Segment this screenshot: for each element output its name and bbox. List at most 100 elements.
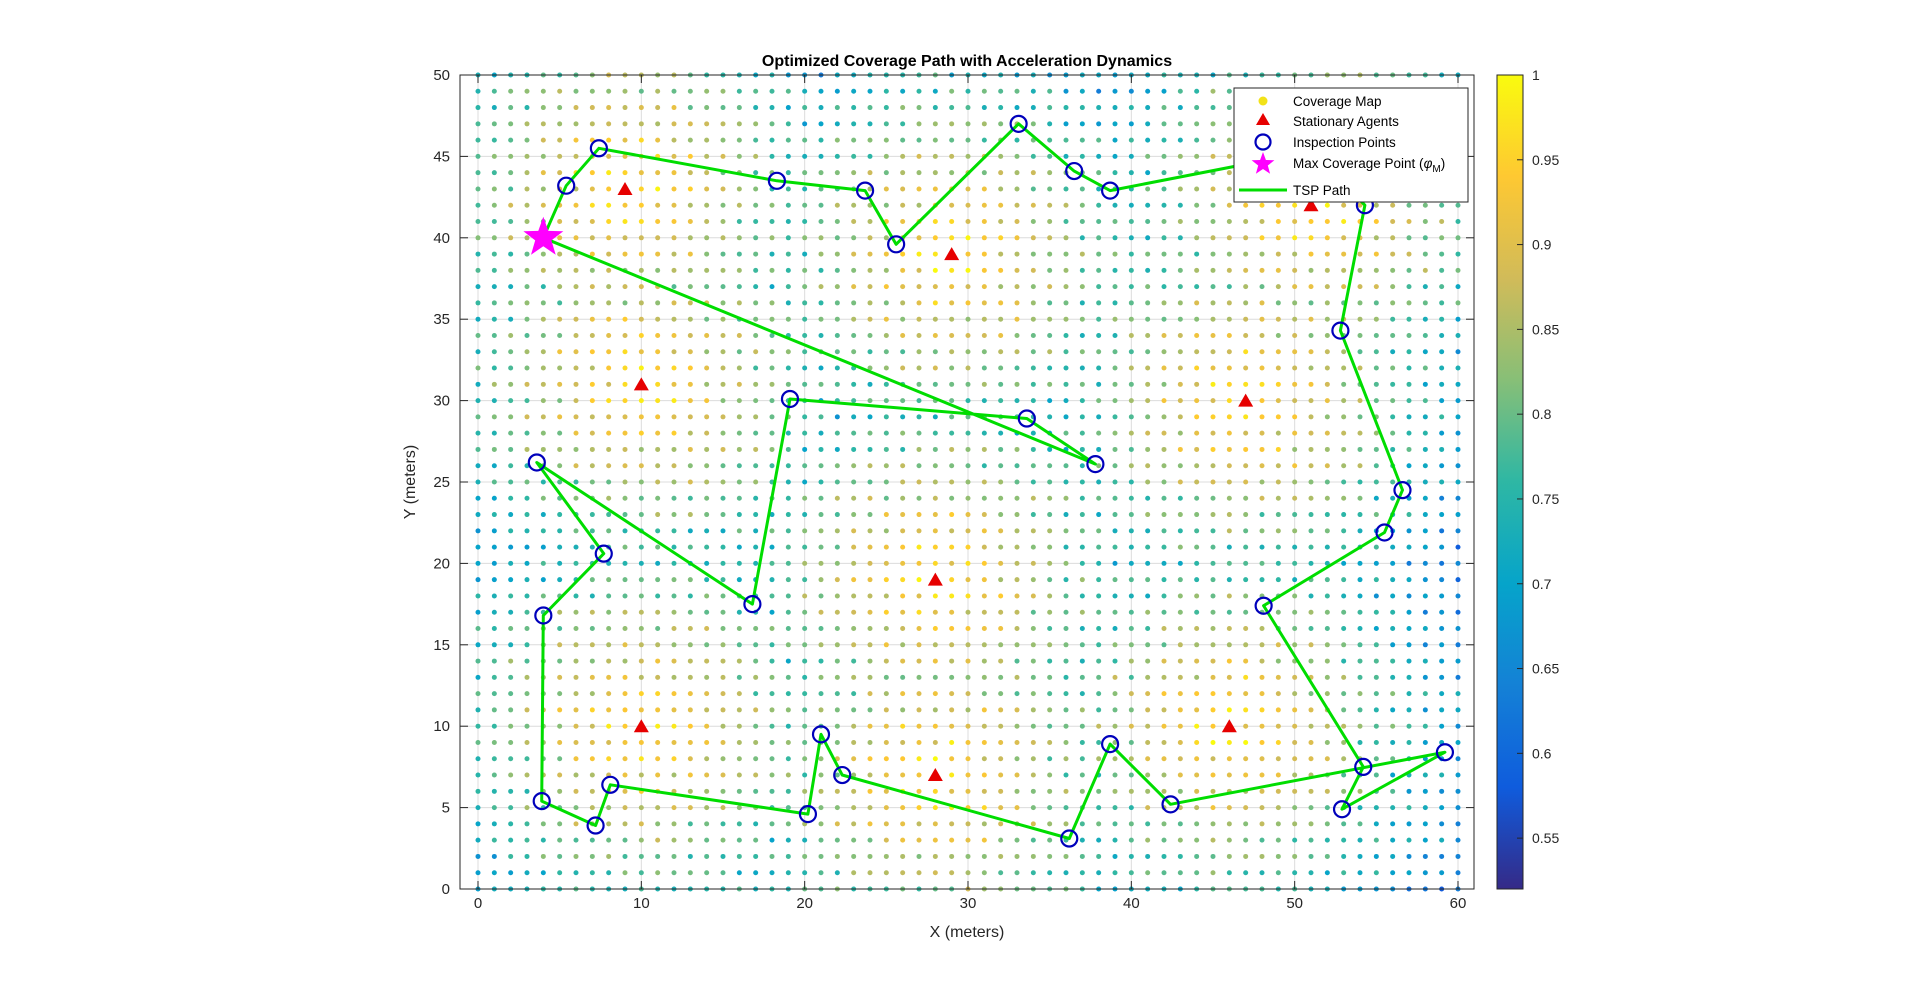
coverage-dot — [540, 577, 546, 583]
coverage-dot — [508, 560, 514, 566]
coverage-dot — [720, 137, 726, 143]
coverage-dot — [1177, 626, 1183, 632]
chart-title: Optimized Coverage Path with Acceleratio… — [762, 53, 1172, 70]
coverage-dot — [851, 756, 857, 762]
coverage-dot — [802, 446, 808, 452]
coverage-dot — [965, 414, 971, 420]
coverage-dot — [998, 756, 1004, 762]
coverage-dot — [1145, 788, 1151, 794]
coverage-dot — [1373, 332, 1379, 338]
coverage-dot — [720, 853, 726, 859]
coverage-dot — [589, 430, 595, 436]
coverage-dot — [1292, 739, 1298, 745]
coverage-dot — [785, 853, 791, 859]
coverage-dot — [1390, 349, 1396, 355]
coverage-dot — [589, 235, 595, 241]
coverage-dot — [1014, 219, 1020, 225]
coverage-dot — [704, 186, 710, 192]
coverage-dot — [1014, 609, 1020, 615]
coverage-dot — [1422, 674, 1428, 680]
coverage-dot — [1243, 430, 1249, 436]
coverage-dot — [1112, 609, 1118, 615]
coverage-dot — [687, 284, 693, 290]
coverage-dot — [834, 544, 840, 550]
coverage-dot — [1047, 121, 1053, 127]
coverage-dot — [508, 414, 514, 420]
coverage-dot — [622, 284, 628, 290]
coverage-dot — [867, 870, 873, 876]
coverage-dot — [998, 674, 1004, 680]
coverage-dot — [1275, 805, 1281, 811]
coverage-dot — [1357, 300, 1363, 306]
coverage-dot — [475, 235, 481, 241]
coverage-dot — [965, 626, 971, 632]
coverage-dot — [785, 707, 791, 713]
coverage-dot — [1341, 430, 1347, 436]
coverage-dot — [1047, 349, 1053, 355]
coverage-dot — [1047, 544, 1053, 550]
tsp-path-line — [535, 122, 1447, 840]
coverage-dot — [589, 446, 595, 452]
coverage-dot — [1128, 560, 1134, 566]
coverage-dot — [1096, 577, 1102, 583]
coverage-dot — [557, 300, 563, 306]
coverage-dot — [508, 300, 514, 306]
coverage-dot — [1145, 202, 1151, 208]
y-axis-label: Y (meters) — [402, 445, 419, 519]
coverage-dot — [932, 186, 938, 192]
coverage-dot — [720, 316, 726, 322]
coverage-dot — [606, 739, 612, 745]
coverage-dot — [1390, 381, 1396, 387]
coverage-dot — [1292, 219, 1298, 225]
coverage-dot — [687, 756, 693, 762]
coverage-dot — [720, 609, 726, 615]
coverage-dot — [524, 658, 530, 664]
legend-max-label: Max Coverage Point (φM) — [1293, 156, 1445, 175]
coverage-dot — [1030, 316, 1036, 322]
coverage-dot — [1439, 593, 1445, 599]
coverage-dot — [1439, 398, 1445, 404]
coverage-dot — [1243, 870, 1249, 876]
coverage-dot — [1406, 349, 1412, 355]
coverage-dot — [1047, 316, 1053, 322]
coverage-dot — [475, 658, 481, 664]
coverage-dot — [687, 544, 693, 550]
coverage-dot — [508, 137, 514, 143]
coverage-dot — [736, 674, 742, 680]
coverage-dot — [1063, 821, 1069, 827]
coverage-dot — [622, 756, 628, 762]
coverage-dot — [998, 121, 1004, 127]
coverage-dot — [1194, 691, 1200, 697]
coverage-dot — [1030, 446, 1036, 452]
coverage-dot — [965, 723, 971, 729]
coverage-dot — [769, 251, 775, 257]
coverage-dot — [949, 870, 955, 876]
coverage-dot — [573, 446, 579, 452]
coverage-dot — [1161, 495, 1167, 501]
coverage-dot — [802, 609, 808, 615]
coverage-dot — [1177, 316, 1183, 322]
coverage-dot — [736, 853, 742, 859]
coverage-dot — [1177, 788, 1183, 794]
coverage-dot — [1226, 577, 1232, 583]
coverage-dot — [1406, 381, 1412, 387]
coverage-dot — [1226, 105, 1232, 111]
coverage-dot — [491, 821, 497, 827]
coverage-dot — [1455, 739, 1461, 745]
coverage-dot — [720, 332, 726, 338]
coverage-dot — [1096, 219, 1102, 225]
coverage-dot — [1259, 756, 1265, 762]
coverage-dot — [720, 788, 726, 794]
coverage-dot — [1128, 642, 1134, 648]
coverage-dot — [851, 219, 857, 225]
coverage-dot — [1308, 446, 1314, 452]
coverage-dot — [655, 479, 661, 485]
coverage-dot — [671, 251, 677, 257]
coverage-dot — [932, 788, 938, 794]
coverage-dot — [1161, 349, 1167, 355]
coverage-dot — [589, 284, 595, 290]
coverage-dot — [769, 446, 775, 452]
coverage-dot — [1390, 332, 1396, 338]
coverage-dot — [1079, 463, 1085, 469]
coverage-dot — [1292, 772, 1298, 778]
